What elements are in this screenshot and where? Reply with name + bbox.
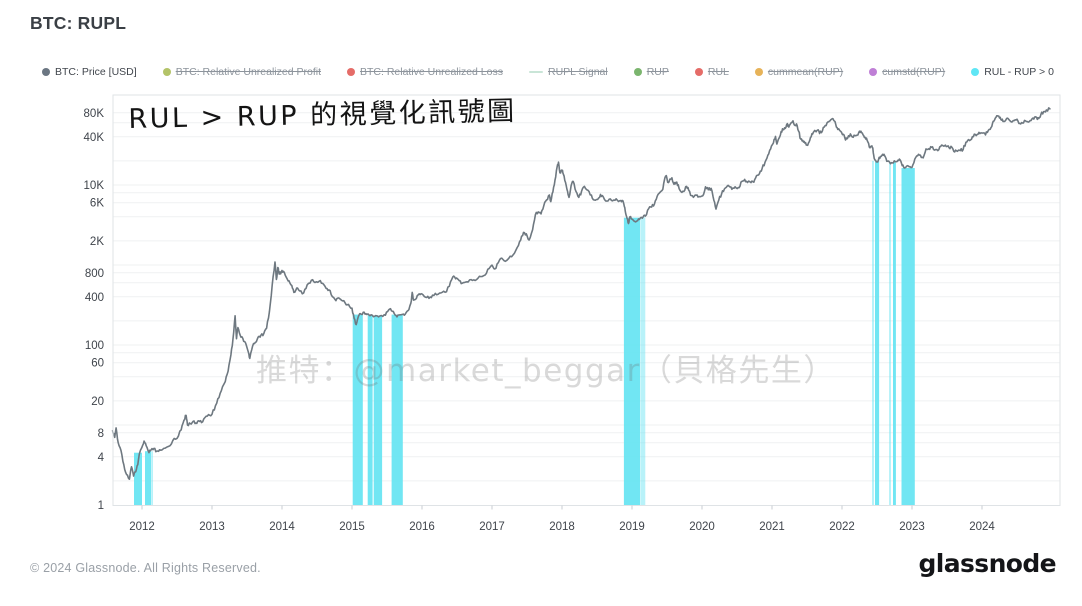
signal-band <box>373 315 383 505</box>
legend-label-cumstd-rup: cumstd(RUP) <box>882 66 946 78</box>
signal-band <box>623 217 640 505</box>
y-tick-label: 800 <box>85 268 104 280</box>
signal-band <box>872 160 874 505</box>
chart-legend: BTC: Price [USD] BTC: Relative Unrealized… <box>42 66 1054 78</box>
legend-marker-btc-price-usd <box>42 68 50 76</box>
x-tick-label: 2017 <box>479 521 505 533</box>
x-tick-label: 2022 <box>829 521 855 533</box>
legend-item-cumstd-rup[interactable]: cumstd(RUP) <box>869 66 945 78</box>
handwritten-annotation: RUL > RUP 的視覺化訊號圖 <box>128 95 517 135</box>
legend-label-rupl-signal: RUPL Signal <box>547 66 608 78</box>
legend-item-rul-rup-0[interactable]: RUL - RUP > 0 <box>971 66 1054 78</box>
signal-band <box>367 315 373 505</box>
signal-band <box>893 162 896 506</box>
y-tick-label: 1 <box>98 500 104 512</box>
y-tick-label: 8 <box>98 428 104 440</box>
signal-band <box>901 168 915 505</box>
x-tick-label: 2014 <box>269 521 295 533</box>
legend-marker-cumstd-rup <box>869 68 878 76</box>
x-tick-label: 2024 <box>969 521 995 533</box>
signal-band <box>151 451 153 505</box>
x-tick-label: 2013 <box>199 521 225 533</box>
legend-marker-rul <box>694 68 703 76</box>
legend-marker-rupl-signal <box>528 70 543 74</box>
legend-item-rul[interactable]: RUL <box>694 66 729 78</box>
legend-item-btc-relative-unrealized-loss[interactable]: BTC: Relative Unrealized Loss <box>347 66 503 78</box>
x-tick-label: 2018 <box>549 521 575 533</box>
plot-border <box>112 94 1061 506</box>
signal-band <box>889 162 891 506</box>
signal-band <box>352 314 363 505</box>
x-tick-label: 2023 <box>899 521 925 533</box>
x-tick-label: 2019 <box>619 521 645 533</box>
x-tick-label: 2021 <box>759 521 785 533</box>
y-tick-label: 2K <box>90 236 104 248</box>
legend-item-rupl-signal[interactable]: RUPL Signal <box>528 66 608 78</box>
x-tick-label: 2012 <box>129 521 155 533</box>
legend-item-btc-price-usd[interactable]: BTC: Price [USD] <box>42 66 137 78</box>
legend-label-cummean-rup: cummean(RUP) <box>767 66 844 78</box>
signal-band <box>134 452 142 505</box>
y-tick-label: 6K <box>90 198 104 210</box>
signal-band <box>640 217 646 506</box>
price-line <box>111 107 1051 480</box>
y-tick-label: 80K <box>84 108 105 120</box>
copyright-text: © 2024 Glassnode. All Rights Reserved. <box>30 561 261 575</box>
y-tick-label: 60 <box>91 358 104 370</box>
signal-band <box>145 451 151 505</box>
x-tick-label: 2020 <box>689 521 715 533</box>
legend-item-cummean-rup[interactable]: cummean(RUP) <box>754 66 844 78</box>
legend-label-rul: RUL <box>707 66 729 78</box>
signal-band <box>875 161 880 506</box>
glassnode-logo: glassnode <box>918 549 1056 578</box>
y-tick-label: 20 <box>91 396 104 408</box>
legend-item-btc-relative-unrealized-profit[interactable]: BTC: Relative Unrealized Profit <box>162 66 321 78</box>
legend-marker-cummean-rup <box>754 68 763 76</box>
legend-label-btc-relative-unrealized-profit: BTC: Relative Unrealized Profit <box>175 66 321 78</box>
legend-label-btc-relative-unrealized-loss: BTC: Relative Unrealized Loss <box>360 66 503 78</box>
x-tick-label: 2015 <box>339 521 365 533</box>
y-tick-label: 40K <box>84 132 105 144</box>
legend-marker-btc-relative-unrealized-loss <box>347 68 355 76</box>
signal-band <box>391 314 403 505</box>
legend-marker-rul-rup-0 <box>971 68 980 76</box>
y-tick-label: 4 <box>98 452 105 464</box>
legend-label-rup: RUP <box>646 66 669 78</box>
legend-marker-btc-relative-unrealized-profit <box>162 68 171 76</box>
y-tick-label: 10K <box>84 180 105 192</box>
x-tick-label: 2016 <box>409 521 435 533</box>
legend-label-rul-rup-0: RUL - RUP > 0 <box>984 66 1054 78</box>
y-tick-label: 400 <box>85 292 104 304</box>
y-tick-label: 100 <box>85 340 104 352</box>
legend-marker-rup <box>633 68 642 76</box>
legend-item-rup[interactable]: RUP <box>633 66 669 78</box>
page-title: BTC: RUPL <box>30 13 127 33</box>
legend-label-btc-price-usd: BTC: Price [USD] <box>55 66 137 78</box>
